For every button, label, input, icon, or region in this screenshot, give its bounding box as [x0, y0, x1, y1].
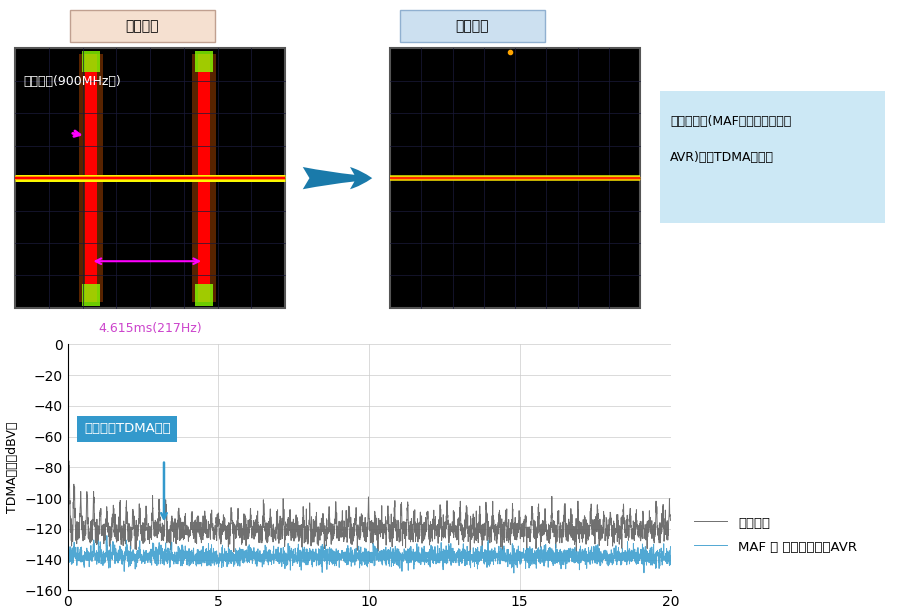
Y-axis label: TDMA噪音［dBV］: TDMA噪音［dBV］	[6, 422, 19, 513]
MAF ＋ 贴片压敏电阵AVR	[647, 551, 658, 558]
无滤波器	[647, 529, 658, 536]
FancyBboxPatch shape	[195, 50, 213, 73]
Text: 4.615ms(217Hz): 4.615ms(217Hz)	[98, 322, 202, 335]
FancyBboxPatch shape	[78, 54, 103, 302]
MAF ＋ 贴片压敏电阵AVR	[500, 552, 511, 560]
FancyBboxPatch shape	[198, 54, 210, 302]
FancyBboxPatch shape	[70, 10, 215, 42]
Text: 无滤波器: 无滤波器	[126, 19, 159, 33]
Text: 有滤波器: 有滤波器	[455, 19, 490, 33]
FancyBboxPatch shape	[82, 50, 100, 73]
FancyBboxPatch shape	[390, 49, 640, 308]
FancyBboxPatch shape	[192, 54, 216, 302]
无滤波器	[616, 512, 627, 520]
Text: 通信信号(900MHz等): 通信信号(900MHz等)	[23, 75, 121, 88]
Legend: 无滤波器, MAF ＋ 贴片压敏电阵AVR: 无滤波器, MAF ＋ 贴片压敏电阵AVR	[689, 511, 862, 559]
无滤波器	[320, 526, 331, 534]
无滤波器	[316, 531, 327, 539]
无滤波器	[62, 512, 73, 520]
无滤波器	[64, 457, 75, 464]
MAF ＋ 贴片压敏电阵AVR	[348, 552, 359, 560]
Line: MAF ＋ 贴片压敏电阵AVR: MAF ＋ 贴片压敏电阵AVR	[68, 536, 670, 573]
FancyBboxPatch shape	[660, 90, 885, 223]
无滤波器	[665, 517, 676, 524]
FancyBboxPatch shape	[15, 49, 285, 308]
无滤波器	[229, 549, 239, 556]
无滤波器	[349, 526, 360, 534]
无滤波器	[500, 510, 511, 517]
MAF ＋ 贴片压敏电阵AVR	[616, 554, 627, 561]
MAF ＋ 贴片压敏电阵AVR	[320, 552, 331, 560]
MAF ＋ 贴片压敏电阵AVR	[665, 543, 676, 550]
Line: 无滤波器: 无滤波器	[68, 461, 670, 552]
FancyBboxPatch shape	[400, 10, 545, 42]
MAF ＋ 贴片压敏电阵AVR	[316, 551, 327, 558]
FancyBboxPatch shape	[85, 54, 96, 302]
MAF ＋ 贴片压敏电阵AVR	[508, 569, 519, 577]
MAF ＋ 贴片压敏电阵AVR	[62, 556, 73, 563]
Text: 大幅抑制TDMA噪音: 大幅抑制TDMA噪音	[84, 423, 171, 435]
FancyBboxPatch shape	[82, 284, 100, 306]
Text: AVR)抑制TDMA噪音。: AVR)抑制TDMA噪音。	[670, 151, 774, 164]
Text: 通过滤波器(MAF＋贴片压敏电阵: 通过滤波器(MAF＋贴片压敏电阵	[670, 115, 791, 128]
MAF ＋ 贴片压敏电阵AVR	[102, 532, 112, 539]
FancyBboxPatch shape	[195, 284, 213, 306]
